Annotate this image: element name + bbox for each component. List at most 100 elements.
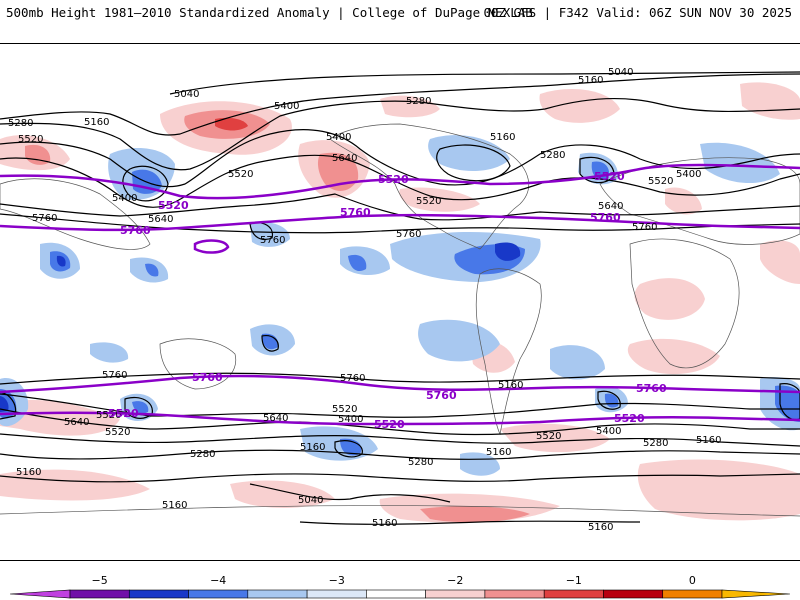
colorbar-tick-label: −2	[447, 574, 463, 587]
contour-label: 5520	[536, 431, 561, 442]
reference-label: 5760	[636, 382, 667, 395]
north-america-coast	[329, 123, 529, 250]
colorbar-tick-label: −4	[210, 574, 226, 587]
closed-contour	[334, 440, 363, 458]
colorbar-tick-label: −1	[566, 574, 582, 587]
contour-label: 5160	[300, 442, 325, 453]
contour-label: 5160	[696, 435, 721, 446]
reference-label: 5520	[378, 173, 409, 186]
reference-label: 5520	[158, 199, 189, 212]
contour-label: 5760	[340, 373, 365, 384]
contour-5760-south	[0, 372, 800, 385]
positive-anomaly-area	[539, 89, 620, 123]
contour-label: 5640	[332, 153, 357, 164]
closed-low-contour	[779, 383, 800, 421]
contour-label: 5400	[326, 132, 351, 143]
positive-anomaly-area	[0, 399, 120, 436]
contour-label: 5520	[18, 134, 43, 145]
negative-anomaly-core	[775, 385, 800, 422]
colorbar-ticks: −5−4−3−2−1012345	[92, 574, 696, 587]
contour-5280	[0, 97, 800, 171]
contour-5520	[0, 154, 800, 208]
reference-label: 5760	[120, 224, 151, 237]
reference-label: 5520	[108, 407, 139, 420]
contour-label: 5160	[162, 500, 187, 511]
colorbar-segment	[543, 589, 604, 599]
contour-label: 5160	[490, 132, 515, 143]
positive-anomaly-area	[627, 338, 720, 375]
asia-coast	[0, 178, 151, 250]
contour-label: 5400	[112, 193, 137, 204]
colorbar-segment	[128, 589, 189, 599]
contour-5760	[0, 213, 800, 234]
positive-anomaly-area	[665, 187, 702, 215]
contour-label: 5280	[8, 118, 33, 129]
closed-low-contour	[597, 390, 621, 410]
contour-5160	[0, 73, 800, 136]
purple-5760-north	[0, 213, 800, 232]
contour-label: 5400	[338, 414, 363, 425]
contour-label: 5760	[32, 213, 57, 224]
contour-label: 5640	[598, 201, 623, 212]
contour-label: 5640	[64, 417, 89, 428]
reference-label: 5760	[340, 206, 371, 219]
negative-anomaly-peak	[56, 255, 66, 267]
model-run-info: 00Z GFS | F342 Valid: 06Z SUN NOV 30 202…	[483, 5, 792, 20]
contour-5640	[0, 193, 800, 221]
colorbar-segment	[662, 589, 723, 599]
negative-anomaly-core	[348, 254, 367, 272]
contour-label: 5040	[608, 67, 633, 78]
positive-anomaly-area	[760, 240, 800, 284]
contour-label: 5160	[578, 75, 603, 86]
reference-label: 5760	[426, 389, 457, 402]
colorbar-segment	[188, 589, 249, 599]
contour-label: 5280	[540, 150, 565, 161]
contour-label: 5400	[274, 101, 299, 112]
colorbar-tick-label: −5	[92, 574, 108, 587]
map-title: 500mb Height 1981–2010 Standardized Anom…	[6, 5, 533, 20]
contour-5520-south	[0, 408, 800, 436]
contour-labels: 5040 5160 5040 5280 5160 5400 5280 5520 …	[8, 67, 721, 533]
contour-label: 5160	[372, 518, 397, 529]
purple-5520-north	[0, 163, 800, 200]
contour-label: 5280	[643, 438, 668, 449]
contour-label: 5640	[263, 413, 288, 424]
contour-label: 5400	[676, 169, 701, 180]
colorbar-segment	[9, 589, 71, 599]
positive-anomaly-area	[0, 469, 150, 501]
positive-anomaly-core	[317, 152, 359, 191]
positive-anomaly-core	[25, 144, 51, 165]
contour-label: 5760	[260, 235, 285, 246]
contour-5040-south	[249, 483, 451, 503]
contour-5400	[0, 129, 800, 188]
reference-label: 5520	[614, 412, 645, 425]
south-america-coast	[475, 268, 542, 436]
negative-anomaly-area	[418, 319, 500, 362]
negative-anomaly-area	[460, 452, 500, 476]
colorbar-segment	[69, 589, 130, 599]
contour-5400-south	[0, 433, 800, 447]
contour-label: 5160	[588, 522, 613, 533]
negative-anomaly-area	[250, 222, 290, 247]
contour-label: 5520	[105, 427, 130, 438]
positive-anomaly-area	[634, 278, 705, 320]
contour-5040	[169, 71, 800, 95]
positive-anomaly-peak	[215, 117, 248, 131]
closed-contour	[261, 335, 279, 352]
colorbar-segment	[366, 589, 426, 599]
contour-5280-south	[0, 449, 800, 460]
contour-label: 5280	[408, 457, 433, 468]
contour-label: 5520	[96, 410, 121, 421]
negative-anomaly-peak	[0, 396, 9, 412]
colorbar-tick-label: 0	[689, 574, 696, 587]
contour-label: 5760	[396, 229, 421, 240]
africa-coast	[629, 238, 740, 369]
contour-label: 5640	[148, 214, 173, 225]
contour-label: 5160	[486, 447, 511, 458]
colorbar: −5−4−3−2−1012345	[9, 574, 791, 599]
negative-anomaly-area	[90, 342, 129, 363]
contour-label: 5400	[596, 426, 621, 437]
colorbar-segment	[721, 589, 791, 599]
positive-anomaly-area	[230, 480, 335, 509]
contour-label: 5760	[632, 222, 657, 233]
